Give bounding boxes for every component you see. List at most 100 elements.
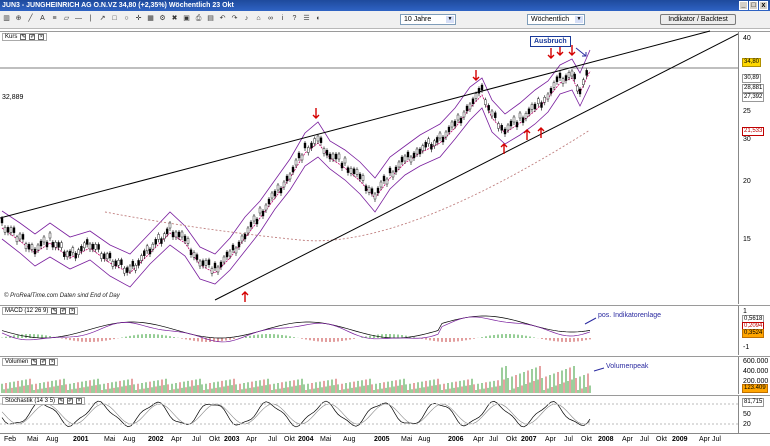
chevron-down-icon[interactable]: ▼ [446, 16, 454, 23]
color-icon[interactable]: ◐ [316, 15, 321, 22]
candle-body [385, 178, 389, 185]
candle-body [183, 235, 187, 242]
arrow-tool-icon[interactable]: ↗ [99, 15, 106, 22]
volume-annotation-arrow [593, 367, 605, 372]
close-icon[interactable]: × [38, 34, 45, 40]
cursor-icon[interactable]: ✛ [135, 15, 142, 22]
candle-body [210, 268, 214, 274]
chevron-down-icon[interactable]: ▼ [575, 16, 583, 23]
properties-icon[interactable]: ⚙ [159, 15, 166, 22]
period-select[interactable]: 10 Jahre ▼ [400, 14, 456, 25]
candle-body [68, 250, 72, 257]
magnet-icon[interactable]: ⌂ [256, 15, 261, 22]
x-tick-month: Aug [418, 436, 431, 443]
candle-body [564, 75, 568, 81]
signal-arrow [547, 48, 555, 59]
delete-drawings-icon[interactable]: ✖ [171, 15, 178, 22]
candle-body [334, 153, 338, 160]
candle-body [349, 167, 353, 174]
candle-body [340, 162, 344, 169]
candle-body [490, 110, 494, 117]
save-icon[interactable]: ▤ [207, 15, 214, 22]
wrench-icon[interactable]: ✎ [20, 34, 27, 40]
candle-body [456, 114, 460, 121]
interval-select[interactable]: Wöchentlich ▼ [527, 14, 585, 25]
price-y-axis[interactable]: 40 35 30 25 20 15 34,80 30,89 28,881 27,… [738, 32, 770, 304]
redo-icon[interactable]: ↷ [231, 15, 238, 22]
candle-body [570, 70, 574, 77]
stochastic-panel-title: Stochastik (14 3 5) [5, 398, 56, 404]
candle-body [97, 244, 100, 250]
candle-body [0, 217, 4, 224]
link-icon[interactable]: ∞ [268, 15, 273, 22]
macd-panel[interactable]: MACD (12 26 9) ✎ ✐ × 1 -1 0,5618 0,2094 … [0, 305, 770, 355]
candle-body [500, 125, 503, 131]
maximize-button[interactable]: □ [749, 1, 758, 10]
chart-canvas[interactable] [0, 0, 738, 433]
upper-trendline [0, 30, 711, 219]
price-panel[interactable]: Kurs ✎ ✐ × 32,889 40 35 30 25 20 15 34,8… [0, 31, 770, 304]
candle-body [512, 116, 516, 123]
screenshot-icon[interactable]: ▣ [183, 15, 190, 22]
candle-body [480, 84, 484, 91]
edit-icon[interactable]: ✐ [60, 308, 67, 314]
macd-tag-hist: 0,3524 [742, 329, 765, 338]
candle-body [154, 239, 157, 245]
undo-icon[interactable]: ↶ [219, 15, 226, 22]
x-axis[interactable]: Feb Mai Aug 2001 Mai Aug 2002 Apr Jul Okt 2003 Apr J… [0, 433, 770, 446]
text-tool-icon[interactable]: A [40, 15, 45, 22]
period-select-value: 10 Jahre [404, 16, 432, 23]
x-tick-month: Apr [699, 436, 710, 443]
stochastic-y-axis[interactable]: 80 50 20 81,715 [738, 396, 770, 433]
candle-body [487, 105, 490, 111]
edit-icon[interactable]: ✐ [29, 34, 36, 40]
rectangle-icon[interactable]: □ [112, 15, 117, 22]
grid-icon[interactable]: ▦ [147, 15, 154, 22]
candle-body [231, 244, 235, 251]
candle-body [459, 117, 463, 124]
macd-y-axis[interactable]: 1 -1 0,5618 0,2094 0,3524 [738, 306, 770, 355]
zoom-icon[interactable]: ⊕ [15, 15, 22, 22]
vertical-line-icon[interactable]: | [89, 15, 92, 22]
close-icon[interactable]: × [49, 359, 56, 365]
wrench-icon[interactable]: ✎ [51, 308, 58, 314]
x-tick-month: Mai [320, 436, 332, 443]
x-tick-month: Okt [506, 436, 517, 443]
settings-icon[interactable]: ☰ [303, 15, 310, 22]
candle-body [45, 241, 49, 248]
candle-body [27, 243, 31, 250]
close-icon[interactable]: × [76, 398, 83, 404]
candle-body [94, 244, 97, 250]
price-tag-bb-upper: 30,89 [742, 74, 762, 83]
candle-body [322, 148, 326, 154]
wrench-icon[interactable]: ✎ [31, 359, 38, 365]
close-button[interactable]: x [759, 1, 768, 10]
bollinger-upper-line [1, 49, 591, 255]
trendline-icon[interactable]: ╱ [28, 15, 33, 22]
y-tick: 20 [743, 421, 751, 428]
info-icon[interactable]: i [281, 15, 284, 22]
close-icon[interactable]: × [69, 308, 76, 314]
indicator-backtest-button[interactable]: Indikator / Backtest [660, 14, 736, 25]
candle-body [453, 120, 457, 127]
chart-type-icon[interactable]: ▥ [3, 15, 10, 22]
candle-body [228, 250, 232, 257]
candle-body [533, 103, 537, 110]
help-icon[interactable]: ? [292, 15, 297, 22]
stochastic-panel[interactable]: Stochastik (14 3 5) ✎ ✐ × 80 50 20 81,71… [0, 395, 770, 433]
candle-body [3, 226, 7, 233]
edit-icon[interactable]: ✐ [67, 398, 74, 404]
minimize-button[interactable]: _ [739, 1, 748, 10]
channel-icon[interactable]: ▱ [63, 15, 70, 22]
edit-icon[interactable]: ✐ [40, 359, 47, 365]
volume-y-axis[interactable]: 600.000 400.000 200.000 123.409 [738, 357, 770, 394]
fibonacci-icon[interactable]: ≡ [52, 15, 57, 22]
bollinger-lower-line [1, 84, 591, 288]
bell-icon[interactable]: ♪ [244, 15, 249, 22]
ellipse-icon[interactable]: ○ [124, 15, 129, 22]
horizontal-line-icon[interactable]: — [75, 15, 82, 22]
print-icon[interactable]: ⎙ [195, 15, 202, 22]
candle-body [555, 76, 559, 82]
candle-body [48, 232, 52, 239]
wrench-icon[interactable]: ✎ [58, 398, 65, 404]
